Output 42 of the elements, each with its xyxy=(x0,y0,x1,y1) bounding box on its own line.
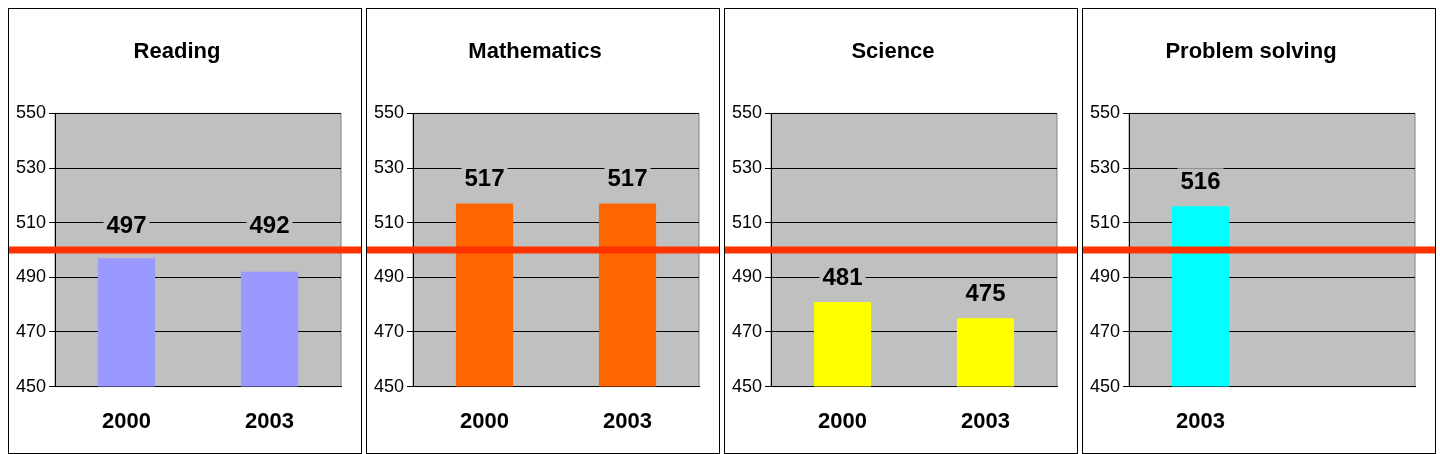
data-label: 492 xyxy=(249,210,290,238)
chart-title: Problem solving xyxy=(1165,38,1337,64)
y-tick-label: 530 xyxy=(1089,157,1121,178)
y-tick-label: 510 xyxy=(1089,211,1121,232)
x-tick-label: 2003 xyxy=(603,407,652,433)
data-label: 481 xyxy=(822,262,863,290)
x-tick-label: 2000 xyxy=(460,407,509,433)
y-tick-label: 550 xyxy=(15,102,47,123)
x-tick-label: 2000 xyxy=(102,407,151,433)
y-tick-label: 530 xyxy=(15,157,47,178)
y-tick-label: 550 xyxy=(1089,102,1121,123)
y-tick-label: 470 xyxy=(15,320,47,341)
data-label: 497 xyxy=(106,210,147,238)
y-tick-label: 550 xyxy=(373,102,405,123)
data-label: 516 xyxy=(1180,166,1221,194)
y-tick-label: 450 xyxy=(15,375,47,396)
y-tick-label: 510 xyxy=(731,211,763,232)
chart-title: Science xyxy=(851,38,935,64)
y-tick-label: 490 xyxy=(15,266,47,287)
y-tick-label: 490 xyxy=(1089,266,1121,287)
x-tick-label: 2003 xyxy=(961,407,1010,433)
x-tick-label: 2003 xyxy=(1176,407,1225,433)
y-tick-label: 470 xyxy=(373,320,405,341)
y-tick-label: 490 xyxy=(731,266,763,287)
y-tick-label: 450 xyxy=(373,375,405,396)
data-label: 517 xyxy=(464,164,505,192)
y-tick-label: 510 xyxy=(15,211,47,232)
chart-title: Mathematics xyxy=(468,38,602,64)
y-tick-label: 530 xyxy=(731,157,763,178)
chart-title: Reading xyxy=(133,38,221,64)
y-tick-label: 450 xyxy=(1089,375,1121,396)
y-tick-label: 510 xyxy=(373,211,405,232)
y-tick-label: 470 xyxy=(731,320,763,341)
y-tick-label: 490 xyxy=(373,266,405,287)
y-tick-label: 530 xyxy=(373,157,405,178)
y-tick-label: 470 xyxy=(1089,320,1121,341)
y-tick-label: 450 xyxy=(731,375,763,396)
x-tick-label: 2000 xyxy=(818,407,867,433)
data-label: 475 xyxy=(965,278,1006,306)
x-tick-label: 2003 xyxy=(245,407,294,433)
data-label: 517 xyxy=(607,164,648,192)
y-tick-label: 550 xyxy=(731,102,763,123)
